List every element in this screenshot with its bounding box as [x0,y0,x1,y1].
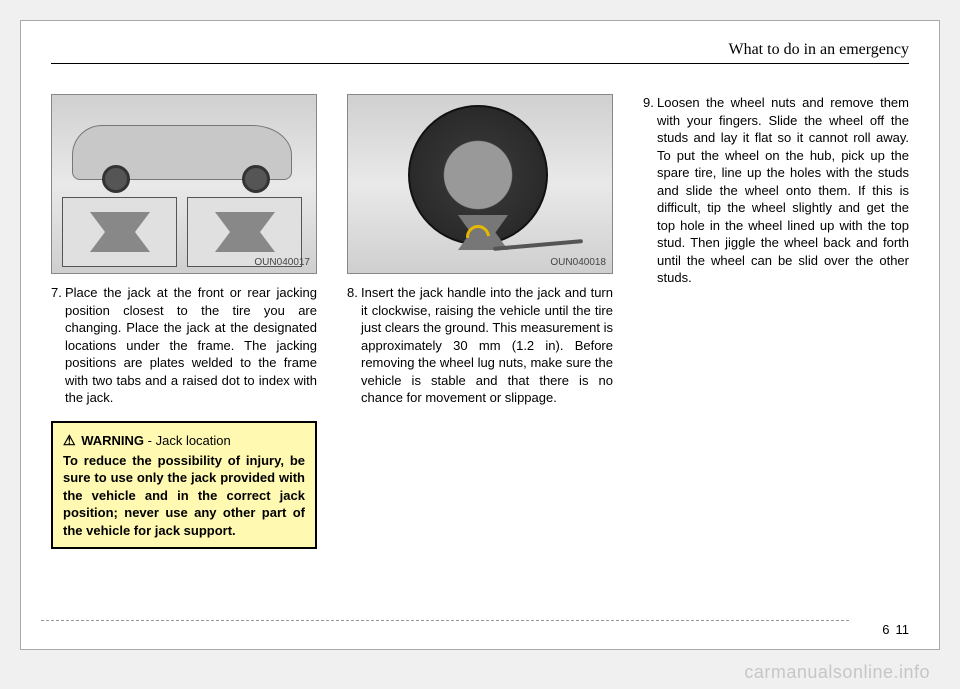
warning-icon: ⚠ [63,432,76,448]
jack-icon [90,212,150,252]
column-3: 9. Loosen the wheel nuts and remove them… [643,94,909,549]
figure-jack-positions: OUN040017 [51,94,317,274]
page-number: 6 11 [882,622,909,637]
warning-body: To reduce the possibility of injury, be … [63,452,305,540]
warning-subject: - Jack location [148,433,231,448]
step-body: Insert the jack handle into the jack and… [361,284,613,407]
step-number: 8. [347,284,358,302]
chapter-number: 6 [882,622,889,637]
front-wheel-illustration [242,165,270,193]
watermark: carmanualsonline.info [744,662,930,683]
step-number: 7. [51,284,62,302]
figure-code: OUN040018 [550,256,606,270]
warning-title: ⚠ WARNING - Jack location [63,431,305,450]
section-title: What to do in an emergency [51,41,909,64]
jack-icon [215,212,275,252]
column-2: OUN040018 8. Insert the jack handle into… [347,94,613,549]
step-number: 9. [643,94,654,112]
step-9: 9. Loosen the wheel nuts and remove them… [643,94,909,287]
jack-inset-rear [62,197,177,267]
manual-page: What to do in an emergency OUN040017 7. … [20,20,940,650]
step-body: Loosen the wheel nuts and remove them wi… [657,94,909,287]
figure-jack-handle: OUN040018 [347,94,613,274]
step-7: 7. Place the jack at the front or rear j… [51,284,317,407]
column-1: OUN040017 7. Place the jack at the front… [51,94,317,549]
warning-box: ⚠ WARNING - Jack location To reduce the … [51,421,317,550]
step-body: Place the jack at the front or rear jack… [65,284,317,407]
warning-heading: WARNING [81,433,144,448]
figure-code: OUN040017 [254,256,310,270]
columns: OUN040017 7. Place the jack at the front… [51,94,909,549]
border-dotted-bottom [41,620,849,621]
rear-wheel-illustration [102,165,130,193]
page-number-value: 11 [896,622,910,637]
step-8: 8. Insert the jack handle into the jack … [347,284,613,407]
